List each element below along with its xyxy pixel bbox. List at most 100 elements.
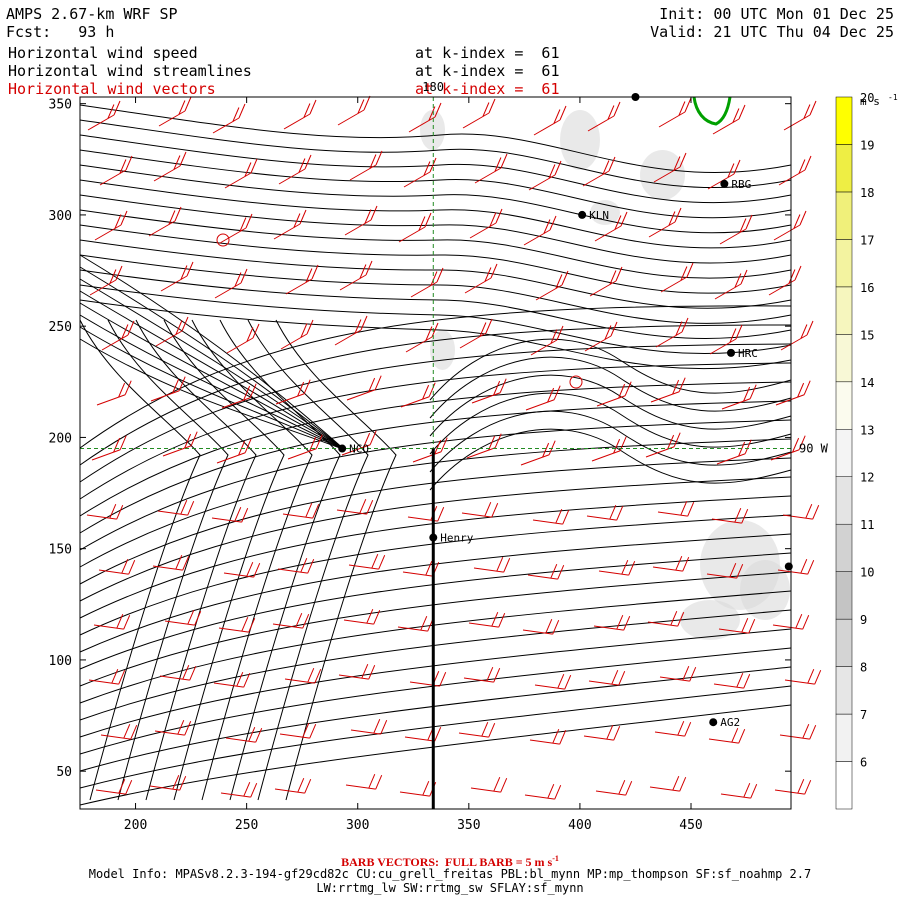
wind-barb bbox=[334, 315, 368, 346]
wind-barb bbox=[274, 778, 312, 794]
barb-tick bbox=[118, 382, 126, 398]
wind-barb bbox=[218, 617, 256, 633]
barb-tick bbox=[547, 387, 555, 403]
barb-tick bbox=[116, 614, 124, 629]
barb-staff bbox=[224, 172, 252, 189]
barb-tick bbox=[800, 324, 808, 339]
barb-tick bbox=[366, 499, 374, 515]
colorbar-tick-label: 16 bbox=[860, 281, 874, 295]
barb-tick bbox=[368, 774, 376, 789]
barb-tick bbox=[302, 613, 310, 629]
wind-barb bbox=[98, 559, 136, 575]
streamlines bbox=[79, 104, 792, 806]
barb-tick bbox=[678, 377, 686, 392]
barb-tick bbox=[178, 100, 186, 115]
streamline bbox=[135, 319, 257, 801]
barb-tick bbox=[436, 267, 444, 283]
barb-tick bbox=[684, 721, 692, 737]
barb-tick bbox=[498, 612, 506, 628]
barb-staff bbox=[522, 629, 553, 635]
barb-tick bbox=[550, 329, 558, 344]
barb-tick bbox=[177, 720, 185, 735]
barb-staff bbox=[280, 333, 308, 350]
valid-time: Valid: 21 UTC Thu 04 Dec 25 bbox=[650, 23, 894, 41]
streamline bbox=[107, 319, 229, 801]
barb-tick bbox=[610, 321, 618, 337]
barb-tick bbox=[731, 728, 739, 743]
barb-staff bbox=[91, 449, 121, 461]
wind-barb bbox=[779, 724, 817, 740]
barb-tick bbox=[554, 784, 562, 800]
wind-barb bbox=[469, 208, 503, 239]
barb-tick bbox=[245, 213, 253, 229]
barb-tick bbox=[616, 615, 624, 630]
barb-tick bbox=[179, 775, 187, 791]
barb-tick bbox=[255, 727, 263, 743]
barb-tick bbox=[749, 384, 757, 399]
barb-tick bbox=[354, 319, 362, 334]
wind-barb bbox=[716, 439, 752, 465]
barb-tick bbox=[608, 156, 616, 172]
barb-tick bbox=[807, 669, 815, 684]
barb-tick bbox=[548, 440, 556, 455]
wind-barb bbox=[464, 263, 498, 294]
barb-tick bbox=[797, 779, 805, 794]
wind-barb bbox=[533, 105, 567, 136]
barb-staff bbox=[404, 736, 435, 742]
wind-barb bbox=[584, 321, 618, 352]
wind-barb bbox=[470, 777, 508, 793]
wind-barb bbox=[403, 157, 437, 188]
barb-staff bbox=[226, 337, 254, 354]
barb-tick bbox=[252, 323, 260, 339]
barb-tick bbox=[500, 153, 508, 169]
streamline bbox=[79, 266, 346, 451]
barb-tick bbox=[562, 509, 570, 525]
field-3-name: Horizontal wind vectors bbox=[8, 80, 216, 98]
wind-barb bbox=[101, 320, 135, 351]
streamline bbox=[79, 400, 792, 534]
barb-staff bbox=[714, 283, 742, 300]
barb-tick bbox=[246, 327, 254, 342]
barb-tick bbox=[602, 160, 610, 175]
streamline bbox=[79, 305, 792, 449]
wind-barb bbox=[593, 615, 631, 631]
barb-staff bbox=[272, 623, 303, 629]
barb-tick bbox=[239, 217, 247, 232]
barb-tick bbox=[741, 508, 749, 524]
barb-tick bbox=[107, 104, 115, 119]
wind-barb bbox=[520, 440, 556, 466]
barb-tick bbox=[304, 778, 312, 794]
barb-tick bbox=[238, 103, 246, 119]
wind-barb bbox=[220, 782, 258, 798]
barb-staff bbox=[336, 509, 367, 515]
barb-tick bbox=[739, 218, 747, 233]
barb-tick bbox=[374, 375, 382, 390]
wind-barb bbox=[157, 500, 195, 516]
wind-barb bbox=[462, 98, 496, 129]
wind-barb bbox=[768, 265, 802, 296]
barb-tick bbox=[741, 618, 749, 633]
wind-barb bbox=[780, 320, 814, 351]
barb-tick bbox=[127, 320, 135, 336]
wind-barb bbox=[99, 155, 133, 186]
streamline bbox=[79, 164, 792, 234]
barb-tick bbox=[118, 779, 126, 794]
colorbar-tick-label: 19 bbox=[860, 138, 874, 152]
barb-tick bbox=[613, 725, 621, 741]
barb-tick bbox=[123, 614, 131, 630]
wind-barb bbox=[594, 211, 628, 242]
streamline bbox=[79, 552, 792, 670]
colorbar-swatch bbox=[835, 571, 853, 620]
colorbar-swatch bbox=[835, 476, 853, 525]
wind-barb bbox=[162, 431, 198, 457]
barb-tick bbox=[364, 209, 372, 224]
wind-barb bbox=[409, 671, 447, 687]
colorbar-tick-label: 7 bbox=[860, 708, 867, 722]
station-label: Henry bbox=[440, 532, 473, 545]
barb-staff bbox=[339, 274, 367, 291]
barb-staff bbox=[466, 447, 496, 459]
green-contour bbox=[692, 96, 732, 126]
streamline bbox=[79, 254, 792, 324]
barb-staff bbox=[397, 626, 428, 632]
barb-tick bbox=[607, 105, 615, 120]
